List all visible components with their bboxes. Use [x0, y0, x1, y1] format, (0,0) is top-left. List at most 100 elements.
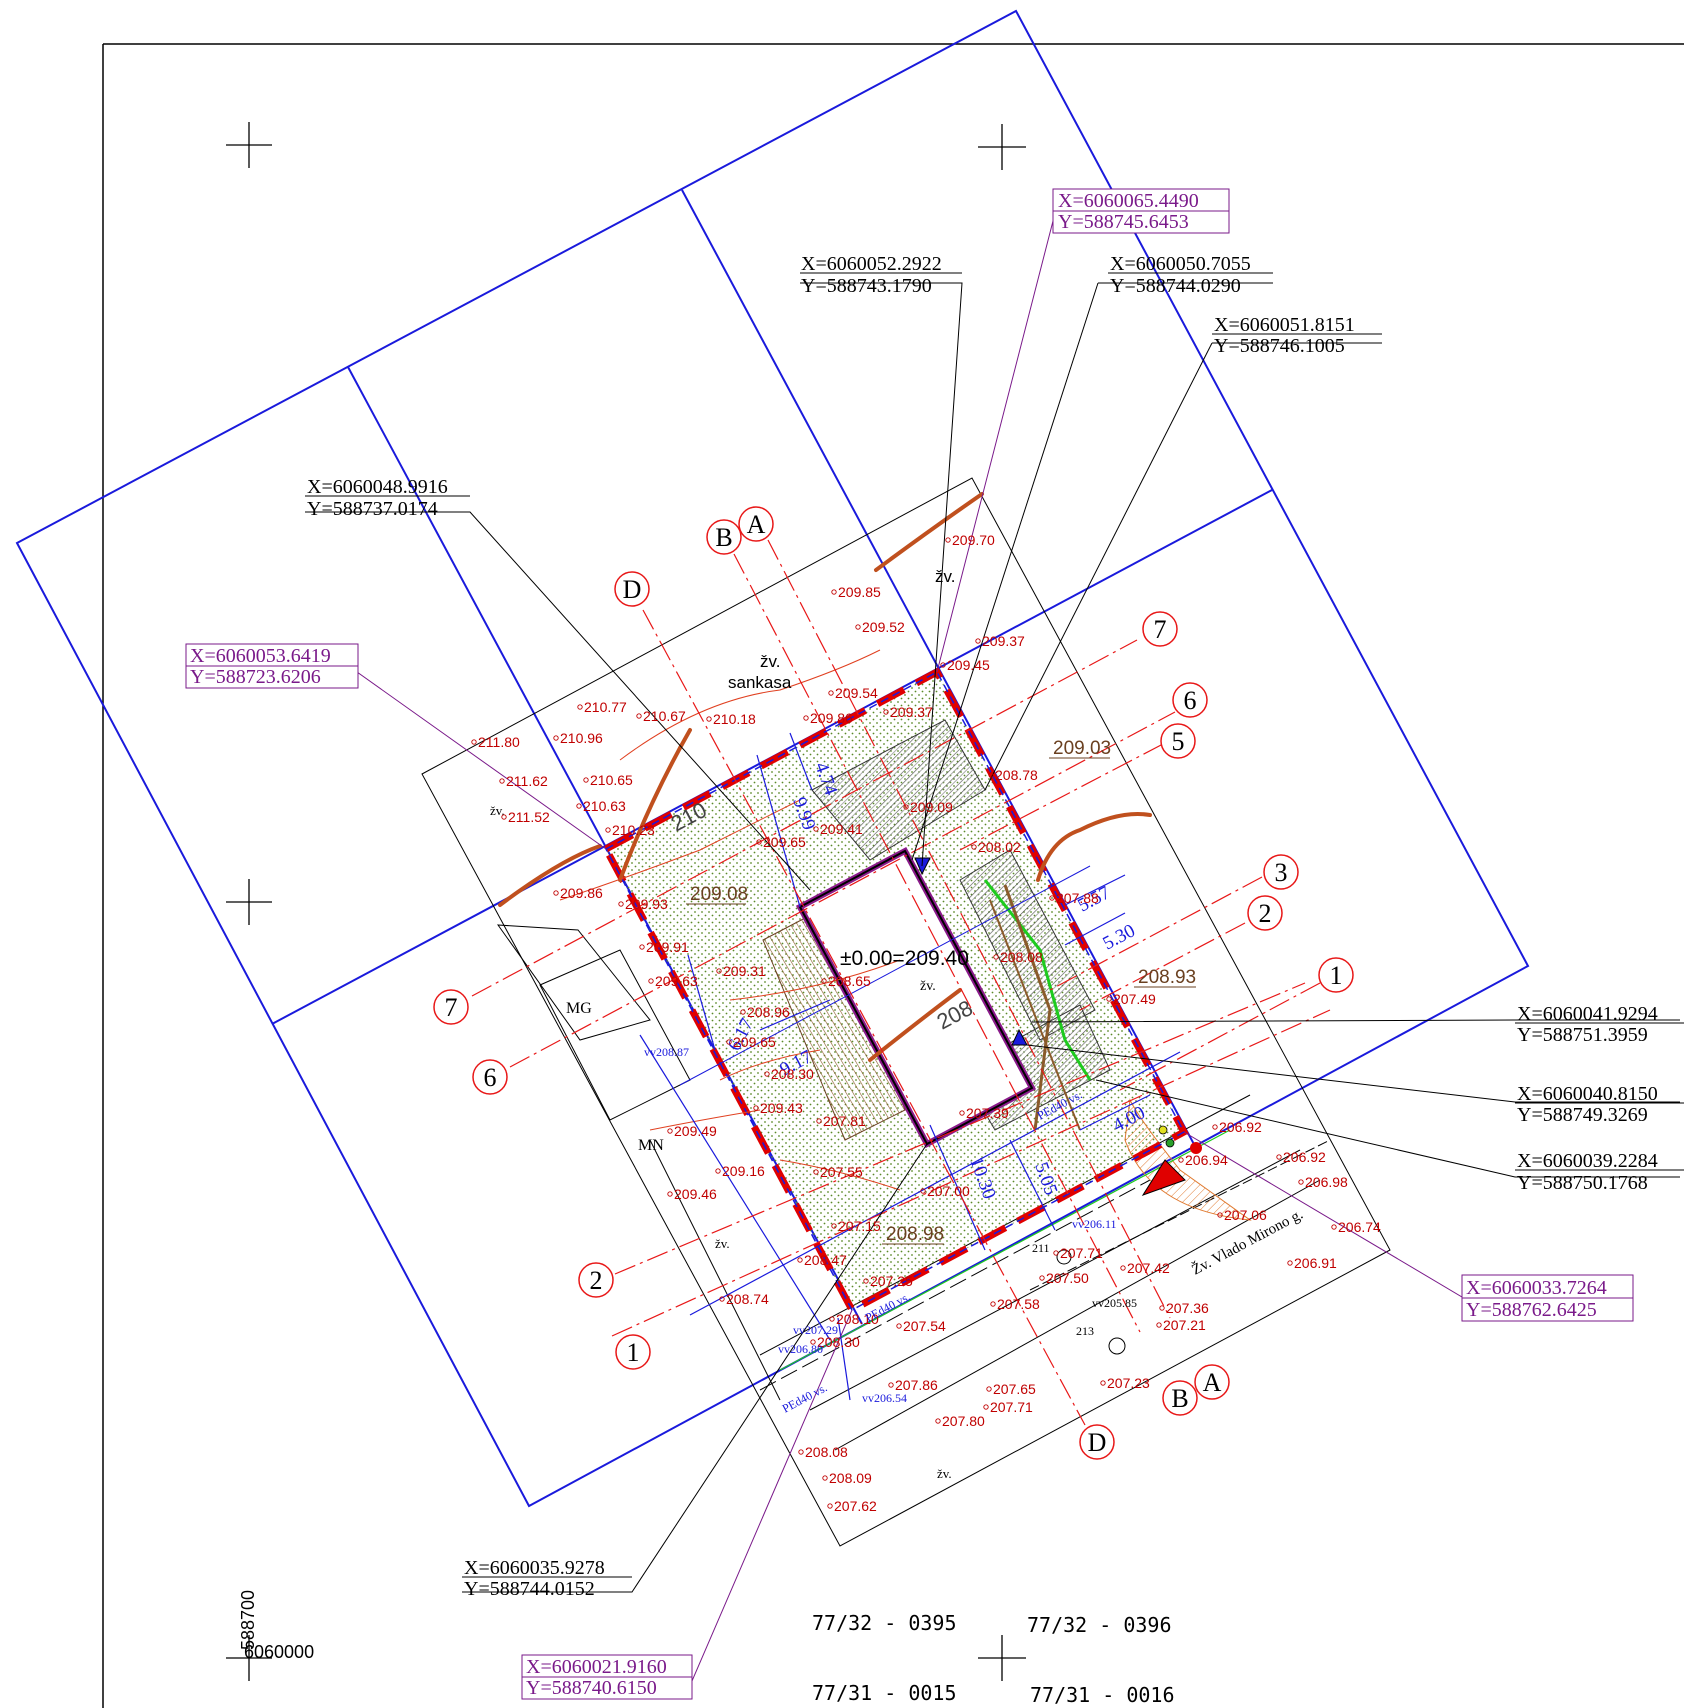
spot-level: 210.18	[713, 711, 756, 727]
spot-level-marker	[706, 716, 712, 722]
spot-level-marker	[716, 968, 722, 974]
spot-level-marker	[816, 1118, 822, 1124]
spot-level: 208.78	[995, 767, 1038, 783]
spot-level: 207.00	[927, 1183, 970, 1199]
dim-5-30: 5.30	[1099, 920, 1138, 954]
label-sankasa-2: sankasa	[728, 673, 792, 692]
axis-label-b-bottom: B	[1171, 1384, 1188, 1413]
spot-level: 209.41	[820, 821, 863, 837]
spot-level: 210.65	[590, 772, 633, 788]
spot-level-marker	[798, 1449, 804, 1455]
coord-label-c9: X=6060039.2284 Y=588750.1768	[1515, 1150, 1684, 1194]
spot-level: 209.70	[952, 532, 995, 548]
spot-level-marker	[576, 803, 582, 809]
spot-level-marker	[903, 804, 909, 810]
spot-level-marker	[831, 1223, 837, 1229]
spot-level: 208.30	[817, 1334, 860, 1350]
spot-level-marker	[639, 944, 645, 950]
spot-level-marker	[1287, 1260, 1293, 1266]
spot-level-marker	[803, 715, 809, 721]
coord-c4-y: Y=588746.1005	[1214, 335, 1345, 357]
coord-c10-x: X=6060033.7264	[1466, 1277, 1607, 1299]
level-label-3: 208.93	[1138, 967, 1196, 988]
util-label-2: vv207.29	[793, 1323, 838, 1337]
coord-c1-x: X=6060065.4490	[1058, 190, 1199, 212]
spot-level: 208.08	[805, 1444, 848, 1460]
spot-level-marker	[667, 1191, 673, 1197]
spot-level: 207.88	[1056, 890, 1099, 906]
axis-bubble-labels: B A D 7 6 5 3 2 1 7 6 2 1 D B A	[445, 510, 1343, 1457]
map-sheet-numbers: 77/32 - 0395 77/32 - 0396 77/31 - 0015 7…	[812, 1611, 1175, 1707]
spot-level: 207.49	[1113, 991, 1156, 1007]
spot-level: 209.85	[838, 584, 881, 600]
axis-label-d-bottom: D	[1088, 1428, 1107, 1457]
spot-level: 207.86	[895, 1377, 938, 1393]
sheet-frame	[102, 43, 1684, 1708]
spot-level: 207.54	[903, 1318, 946, 1334]
coord-label-c3: X=6060050.7055 Y=588744.0290	[1108, 253, 1273, 297]
spot-level: 211.62	[506, 773, 548, 789]
util-label-3: vv206.80	[778, 1342, 823, 1356]
spot-level-marker	[719, 1296, 725, 1302]
dimension-lines	[687, 732, 1151, 1251]
spot-level-marker	[983, 1404, 989, 1410]
spot-level: 209.54	[835, 685, 878, 701]
spot-level-marker	[553, 890, 559, 896]
coord-label-c4: X=6060051.8151 Y=588746.1005	[1212, 314, 1382, 357]
spot-level-marker	[797, 1257, 803, 1263]
spot-level-marker	[605, 827, 611, 833]
coord-c9-x: X=6060039.2284	[1517, 1150, 1658, 1172]
coord-c11-y: Y=588744.0152	[464, 1578, 595, 1600]
spot-level: 209.37	[982, 633, 1025, 649]
spot-level: 208.10	[836, 1311, 879, 1327]
coord-c3-y: Y=588744.0290	[1110, 275, 1241, 297]
spot-level: 209.65	[763, 834, 806, 850]
spot-level-marker	[1212, 1124, 1218, 1130]
spot-level-marker	[831, 589, 837, 595]
spot-level: 206.98	[1305, 1174, 1348, 1190]
sheet-number-4: 77/31 - 0016	[1030, 1683, 1175, 1707]
spot-level-marker	[822, 1475, 828, 1481]
axis-label-2-left: 2	[590, 1266, 603, 1295]
spot-level-marker	[753, 1105, 759, 1111]
spot-level-marker	[740, 1009, 746, 1015]
entrance-markers	[914, 857, 1202, 1355]
coord-label-c7: X=6060041.9294 Y=588751.3959	[1515, 1003, 1684, 1046]
spot-level-marker	[828, 690, 834, 696]
coord-c6-x: X=6060053.6419	[190, 645, 331, 667]
util-label-5: vv206.11	[1072, 1217, 1117, 1231]
axis-label-d-top: D	[623, 575, 642, 604]
spot-level-marker	[813, 1169, 819, 1175]
spot-level: 210.77	[584, 699, 627, 715]
building-code: žv.	[920, 979, 936, 994]
spot-level-marker	[471, 739, 477, 745]
spot-level: 206.92	[1283, 1149, 1326, 1165]
axis-label-3-right: 3	[1275, 858, 1288, 887]
coord-c7-y: Y=588751.3959	[1517, 1024, 1648, 1046]
spot-level-marker	[971, 844, 977, 850]
axis-label-6-left: 6	[484, 1063, 497, 1092]
util-label-10: 211	[1032, 1241, 1050, 1255]
util-label-1: vv208.87	[644, 1045, 689, 1059]
spot-level: 209.37	[890, 704, 933, 720]
axis-bubbles	[433, 506, 1354, 1460]
label-sankasa-1: žv.	[760, 652, 780, 671]
spot-level: 209.52	[862, 619, 905, 635]
sheet-number-3: 77/31 - 0015	[812, 1681, 957, 1705]
util-label-4: vv206.54	[862, 1391, 907, 1405]
spot-level: 208.30	[771, 1066, 814, 1082]
spot-level: 208.74	[726, 1291, 769, 1307]
axis-label-a-top: A	[747, 510, 766, 539]
spot-level: 206.92	[1219, 1119, 1262, 1135]
coord-c8-y: Y=588749.3269	[1517, 1104, 1648, 1126]
spot-level: 208.08	[1000, 949, 1043, 965]
coord-label-c8: X=6060040.8150 Y=588749.3269	[1515, 1083, 1684, 1126]
axis-label-2-right: 2	[1259, 899, 1272, 928]
spot-level: 207.58	[997, 1296, 1040, 1312]
spot-level-marker	[1120, 1265, 1126, 1271]
spot-level: 209.09	[910, 799, 953, 815]
level-label-4: 208.98	[886, 1224, 944, 1245]
coord-c5-x: X=6060048.9916	[307, 476, 448, 498]
spot-level: 211.52	[508, 809, 550, 825]
spot-level: 207.80	[942, 1413, 985, 1429]
